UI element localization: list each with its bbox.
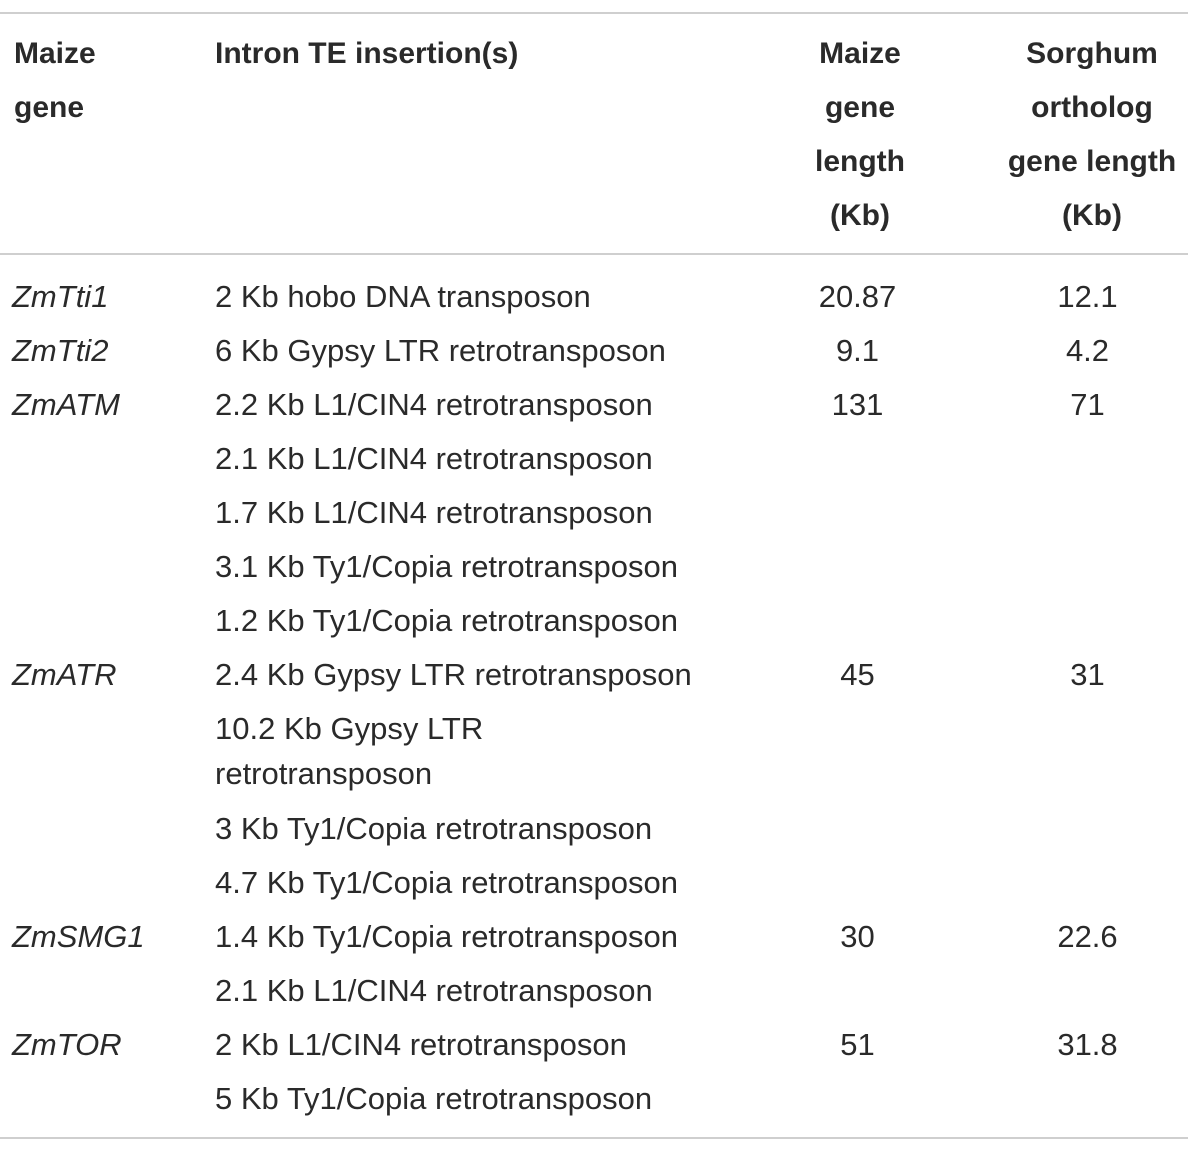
- table-row: 2.1 Kb L1/CIN4 retrotransposon: [0, 432, 1200, 486]
- sorghum-gene-length: 71: [1070, 387, 1105, 422]
- gene-name: ZmSMG1: [12, 919, 145, 954]
- table-row: 10.2 Kb Gypsy LTR retrotransposon: [0, 702, 1200, 802]
- table-row: 1.2 Kb Ty1/Copia retrotransposon: [0, 594, 1200, 648]
- te-insertion: 10.2 Kb Gypsy LTR retrotransposon: [215, 711, 484, 791]
- sorghum-gene-length: 31: [1070, 657, 1105, 692]
- te-insertion: 2.4 Kb Gypsy LTR retrotransposon: [215, 657, 692, 692]
- table-body: ZmTti1 2 Kb hobo DNA transposon 20.87 12…: [0, 270, 1200, 1126]
- te-insertion: 3 Kb Ty1/Copia retrotransposon: [215, 811, 653, 846]
- table-row: 5 Kb Ty1/Copia retrotransposon: [0, 1072, 1200, 1126]
- header-maize-gene-length: Maize gene length (Kb): [815, 37, 905, 232]
- te-insertion: 2.1 Kb L1/CIN4 retrotransposon: [215, 973, 653, 1008]
- maize-gene-length: 9.1: [835, 333, 880, 368]
- maize-gene-length: 51: [840, 1027, 875, 1062]
- table-row: ZmATR 2.4 Kb Gypsy LTR retrotransposon 4…: [0, 648, 1200, 702]
- table-row: ZmTti2 6 Kb Gypsy LTR retrotransposon 9.…: [0, 324, 1200, 378]
- maize-gene-length: 131: [831, 387, 884, 422]
- gene-name: ZmATM: [12, 387, 120, 422]
- te-insertion: 2 Kb hobo DNA transposon: [215, 279, 591, 314]
- table-top-rule: [0, 12, 1188, 14]
- te-insertion: 2.2 Kb L1/CIN4 retrotransposon: [215, 387, 653, 422]
- gene-name: ZmTOR: [12, 1027, 122, 1062]
- sorghum-gene-length: 4.2: [1065, 333, 1110, 368]
- te-insertion: 2 Kb L1/CIN4 retrotransposon: [215, 1027, 627, 1062]
- te-insertion: 1.4 Kb Ty1/Copia retrotransposon: [215, 919, 678, 954]
- table-row: 2.1 Kb L1/CIN4 retrotransposon: [0, 964, 1200, 1018]
- te-insertion: 1.2 Kb Ty1/Copia retrotransposon: [215, 603, 678, 638]
- te-insertion: 6 Kb Gypsy LTR retrotransposon: [215, 333, 666, 368]
- header-sorghum-ortholog-gene-length: Sorghum ortholog gene length (Kb): [1007, 37, 1177, 232]
- gene-name: ZmTti2: [12, 333, 109, 368]
- header-maize-gene: Maize gene: [14, 37, 96, 124]
- table-row: ZmSMG1 1.4 Kb Ty1/Copia retrotransposon …: [0, 910, 1200, 964]
- table-row: 4.7 Kb Ty1/Copia retrotransposon: [0, 856, 1200, 910]
- sorghum-gene-length: 22.6: [1057, 919, 1118, 954]
- gene-name: ZmATR: [12, 657, 117, 692]
- te-insertion: 3.1 Kb Ty1/Copia retrotransposon: [215, 549, 678, 584]
- maize-gene-length: 45: [840, 657, 875, 692]
- table-row: 1.7 Kb L1/CIN4 retrotransposon: [0, 486, 1200, 540]
- te-insertion: 4.7 Kb Ty1/Copia retrotransposon: [215, 865, 678, 900]
- table-row: 3.1 Kb Ty1/Copia retrotransposon: [0, 540, 1200, 594]
- te-insertion: 2.1 Kb L1/CIN4 retrotransposon: [215, 441, 653, 476]
- maize-gene-length: 20.87: [818, 279, 897, 314]
- table-row: ZmTti1 2 Kb hobo DNA transposon 20.87 12…: [0, 270, 1200, 324]
- maize-gene-length: 30: [840, 919, 875, 954]
- table-row: 3 Kb Ty1/Copia retrotransposon: [0, 802, 1200, 856]
- gene-name: ZmTti1: [12, 279, 109, 314]
- table-row: ZmTOR 2 Kb L1/CIN4 retrotransposon 51 31…: [0, 1018, 1200, 1072]
- te-insertion: 5 Kb Ty1/Copia retrotransposon: [215, 1081, 653, 1116]
- sorghum-gene-length: 31.8: [1057, 1027, 1118, 1062]
- table-row: ZmATM 2.2 Kb L1/CIN4 retrotransposon 131…: [0, 378, 1200, 432]
- te-insertion: 1.7 Kb L1/CIN4 retrotransposon: [215, 495, 653, 530]
- header-intron-te-insertions: Intron TE insertion(s): [215, 37, 519, 70]
- table-bottom-rule: [0, 1137, 1188, 1139]
- sorghum-gene-length: 12.1: [1057, 279, 1118, 314]
- table-header-rule: [0, 253, 1188, 255]
